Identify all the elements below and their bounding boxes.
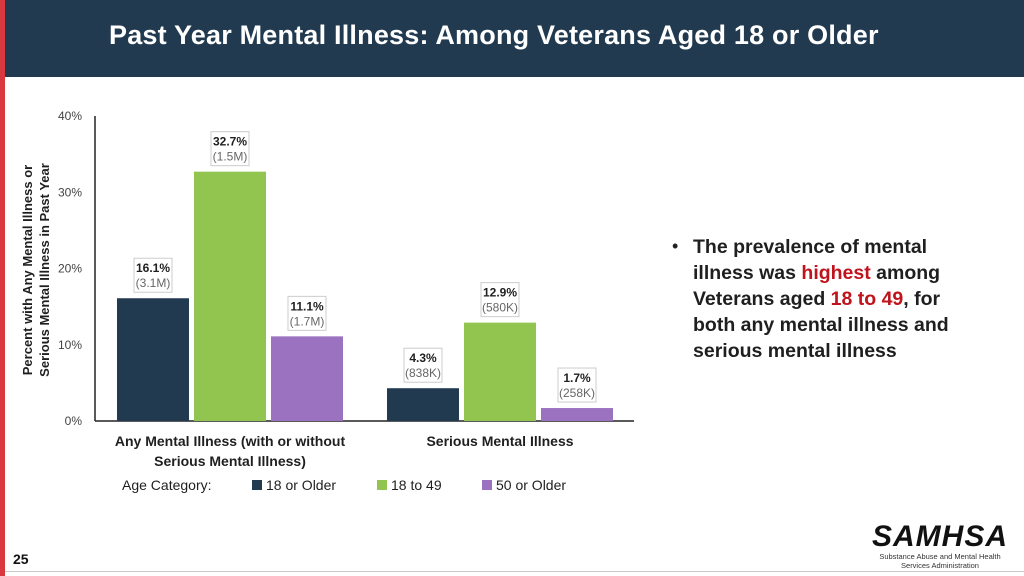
bullet-icon: • bbox=[672, 236, 679, 256]
y-tick-label: 40% bbox=[58, 109, 82, 123]
data-label-box bbox=[210, 131, 250, 167]
x-category-label: Serious Mental Illness bbox=[426, 433, 573, 449]
logo-mark: SAMHSA bbox=[871, 520, 1008, 553]
y-tick-label: 30% bbox=[58, 185, 82, 199]
page-number: 25 bbox=[13, 551, 29, 567]
x-category-label: Any Mental Illness (with or without bbox=[115, 433, 346, 449]
bar bbox=[271, 336, 343, 421]
data-label: 4.3% bbox=[409, 351, 437, 365]
data-label-box bbox=[133, 257, 173, 293]
bar bbox=[464, 322, 536, 421]
y-tick-label: 0% bbox=[65, 414, 83, 428]
logo-subtitle-2: Services Administration bbox=[901, 561, 979, 570]
samhsa-logo: SAMHSA Substance Abuse and Mental Health… bbox=[866, 520, 1014, 571]
data-count-label: (580K) bbox=[482, 301, 518, 315]
legend-label: 18 or Older bbox=[266, 477, 336, 493]
data-label-box bbox=[557, 367, 597, 403]
legend-title: Age Category: bbox=[122, 477, 212, 493]
legend-swatch bbox=[377, 480, 387, 490]
highlight-age-range: 18 to 49 bbox=[830, 288, 904, 310]
footer-divider bbox=[5, 571, 1024, 572]
legend-swatch bbox=[482, 480, 492, 490]
y-tick-label: 20% bbox=[58, 262, 82, 276]
data-label: 16.1% bbox=[136, 261, 170, 275]
legend-swatch bbox=[252, 480, 262, 490]
logo-subtitle-1: Substance Abuse and Mental Health bbox=[879, 552, 1001, 561]
data-label-box bbox=[403, 347, 443, 383]
data-count-label: (258K) bbox=[559, 386, 595, 400]
y-tick-label: 10% bbox=[58, 338, 82, 352]
data-count-label: (838K) bbox=[405, 366, 441, 380]
bar bbox=[541, 408, 613, 421]
data-label: 1.7% bbox=[563, 371, 591, 385]
data-label-box bbox=[287, 295, 327, 331]
data-label: 11.1% bbox=[290, 299, 324, 313]
accent-bar bbox=[0, 0, 5, 576]
y-axis-title: Percent with Any Mental Illness or Seriou… bbox=[20, 163, 52, 377]
data-label: 12.9% bbox=[483, 286, 517, 300]
key-finding: • The prevalence of mental illness was h… bbox=[672, 234, 972, 364]
title-bar: Past Year Mental Illness: Among Veterans… bbox=[5, 0, 1024, 77]
data-label: 32.7% bbox=[213, 135, 247, 149]
legend-label: 18 to 49 bbox=[391, 477, 442, 493]
highlight-highest: highest bbox=[801, 262, 871, 284]
data-count-label: (1.5M) bbox=[213, 150, 248, 164]
data-count-label: (1.7M) bbox=[290, 314, 325, 328]
page-title: Past Year Mental Illness: Among Veterans… bbox=[109, 20, 879, 50]
data-label-box bbox=[480, 282, 520, 318]
bar bbox=[117, 298, 189, 421]
bar bbox=[194, 171, 266, 421]
key-finding-text: The prevalence of mental illness was hig… bbox=[693, 236, 949, 362]
legend-label: 50 or Older bbox=[496, 477, 566, 493]
data-count-label: (3.1M) bbox=[136, 276, 171, 290]
x-category-label: Serious Mental Illness) bbox=[154, 453, 306, 469]
bar bbox=[387, 388, 459, 421]
